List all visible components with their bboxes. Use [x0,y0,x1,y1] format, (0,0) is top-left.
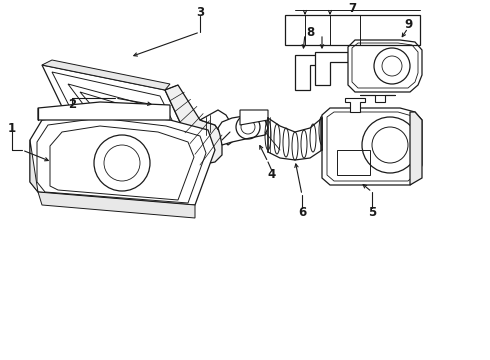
Polygon shape [200,110,232,145]
Polygon shape [80,92,165,140]
Text: 5: 5 [368,206,376,219]
Polygon shape [38,102,170,120]
Polygon shape [295,55,328,90]
Polygon shape [68,84,178,147]
Text: 3: 3 [196,5,204,18]
Polygon shape [315,52,348,85]
Polygon shape [345,98,365,112]
Polygon shape [348,40,422,92]
Text: 6: 6 [298,206,306,219]
Text: 7: 7 [348,1,356,14]
Polygon shape [410,112,422,185]
Polygon shape [337,150,370,175]
Polygon shape [50,126,194,200]
Polygon shape [240,110,268,125]
Polygon shape [218,115,268,145]
Text: 2: 2 [68,99,76,112]
Polygon shape [30,140,38,192]
Text: 1: 1 [8,122,16,135]
Text: 9: 9 [404,18,412,31]
Polygon shape [42,65,200,165]
Polygon shape [38,192,195,218]
Polygon shape [42,60,170,90]
Text: 4: 4 [268,168,276,181]
Polygon shape [322,108,422,185]
Polygon shape [165,85,222,165]
Text: 8: 8 [306,26,314,39]
Polygon shape [30,112,215,205]
